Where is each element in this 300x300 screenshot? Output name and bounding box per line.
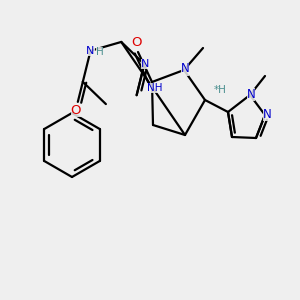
Text: NH: NH [147,83,163,94]
Text: H: H [96,47,104,57]
Text: *H: *H [214,85,226,95]
Text: O: O [131,35,141,49]
Text: N: N [262,107,272,121]
Text: N: N [141,59,149,69]
Text: N: N [181,62,189,76]
Text: N: N [86,46,95,56]
Text: N: N [247,88,255,100]
Text: O: O [70,104,81,117]
